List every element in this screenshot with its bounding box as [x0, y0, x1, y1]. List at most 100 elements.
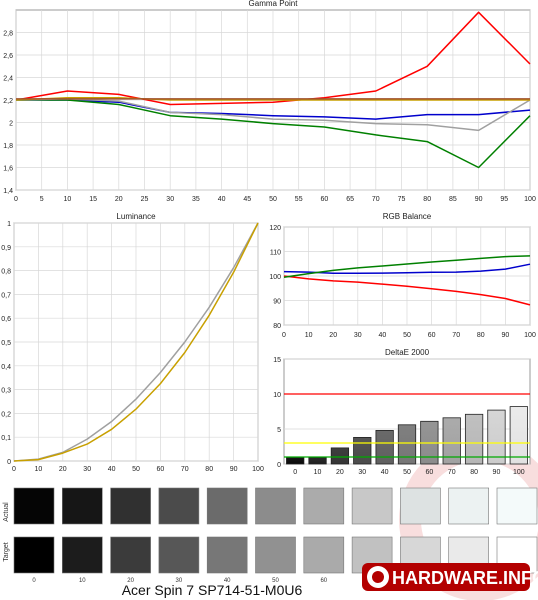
x-tick-label: 0 — [282, 332, 286, 339]
swatch-step-label: 10 — [79, 578, 86, 584]
series-line — [16, 99, 531, 120]
x-tick-label: 30 — [358, 469, 366, 476]
chart-title: Gamma Point — [249, 0, 299, 8]
actual-swatch — [400, 487, 441, 525]
target-swatch — [206, 536, 248, 574]
x-tick-label: 75 — [398, 196, 406, 203]
x-tick-label: 40 — [381, 469, 389, 476]
y-tick-label: 15 — [273, 357, 281, 364]
target-swatch — [110, 536, 151, 574]
x-tick-label: 15 — [89, 196, 97, 203]
target-swatch — [61, 536, 103, 574]
swatch-step-labels: 0 10 20 30 40 50 60 — [32, 578, 327, 584]
x-tick-label: 90 — [502, 332, 510, 339]
series-line — [16, 99, 531, 169]
bar — [286, 457, 305, 465]
x-tick-label: 10 — [305, 332, 313, 339]
y-tick-label: 1 — [7, 221, 11, 228]
y-tick-label: 2 — [9, 121, 13, 128]
x-tick-label: 50 — [269, 196, 277, 203]
y-tick-label: 1,6 — [3, 166, 13, 173]
swatch-step-label: 20 — [127, 578, 134, 584]
x-tick-label: 30 — [354, 332, 362, 339]
x-tick-label: 80 — [205, 466, 213, 473]
actual-swatch — [158, 487, 200, 525]
series-line — [15, 96, 530, 101]
y-tick-label: 0,6 — [1, 316, 11, 323]
x-tick-label: 20 — [329, 332, 337, 339]
x-tick-label: 40 — [108, 466, 116, 473]
deltae-chart: DeltaE 2000 0 5 10 15 0 10 20 30 40 50 60 70 80 90 100 — [273, 348, 531, 476]
y-tick-label: 100 — [269, 274, 281, 281]
swatch-step-label: 50 — [272, 578, 279, 584]
x-tick-label: 20 — [115, 196, 123, 203]
y-tick-label: 0 — [277, 462, 281, 469]
x-tick-label: 90 — [493, 469, 501, 476]
x-tick-label: 5 — [40, 196, 44, 203]
x-tick-label: 25 — [141, 196, 149, 203]
y-tick-label: 0,5 — [1, 340, 11, 347]
x-tick-label: 20 — [336, 469, 344, 476]
x-tick-label: 100 — [513, 469, 525, 476]
rgb-balance-chart: RGB Balance 80 90 100 110 120 0 10 20 30 40 50 60 70 8… — [269, 212, 536, 339]
gamma-point-chart: Gamma Point 1,4 1,6 1,8 2 2,2 2,4 2,6 2,8 0 5 10 15 2… — [3, 0, 536, 203]
brand-badge: HARDWARE.INFO — [362, 563, 538, 591]
series-line — [283, 263, 531, 275]
y-tick-label: 110 — [270, 250, 281, 257]
y-tick-label: 0,4 — [1, 364, 11, 371]
actual-row-label: Actual — [3, 502, 10, 522]
swatch-step-label: 60 — [320, 578, 327, 584]
y-tick-label: 0,9 — [1, 245, 11, 252]
y-tick-label: 90 — [273, 299, 281, 306]
x-tick-label: 70 — [452, 332, 460, 339]
y-tick-label: 80 — [273, 323, 281, 330]
brand-text: HARDWARE.INFO — [392, 568, 538, 588]
chart-title: DeltaE 2000 — [385, 348, 430, 357]
y-tick-label: 0,2 — [1, 411, 11, 418]
bar — [397, 424, 417, 465]
series-line — [13, 222, 259, 462]
y-tick-label: 5 — [277, 427, 281, 434]
x-tick-label: 10 — [64, 196, 72, 203]
x-tick-label: 95 — [500, 196, 508, 203]
series-line — [15, 98, 531, 132]
actual-swatch — [13, 487, 55, 525]
x-tick-label: 10 — [35, 466, 43, 473]
x-tick-label: 60 — [157, 466, 165, 473]
x-tick-label: 100 — [524, 332, 536, 339]
x-tick-label: 65 — [346, 196, 354, 203]
series-line — [283, 255, 531, 278]
actual-swatch — [448, 487, 490, 525]
x-tick-label: 60 — [425, 469, 433, 476]
y-tick-label: 0,7 — [1, 292, 11, 299]
swatch-step-label: 0 — [32, 578, 36, 584]
chart-title: Luminance — [116, 212, 156, 221]
y-tick-label: 120 — [269, 225, 281, 232]
grayscale-swatches — [13, 487, 538, 574]
target-swatch — [13, 536, 55, 574]
x-tick-label: 30 — [83, 466, 91, 473]
actual-swatch — [496, 487, 538, 525]
x-tick-label: 20 — [59, 466, 67, 473]
x-tick-label: 55 — [295, 196, 303, 203]
swatch-step-label: 40 — [224, 578, 231, 584]
bar — [442, 417, 461, 465]
y-tick-label: 0 — [7, 459, 11, 466]
x-tick-label: 40 — [379, 332, 387, 339]
bar — [353, 436, 372, 465]
bar — [330, 447, 350, 465]
x-tick-label: 70 — [448, 469, 456, 476]
actual-swatch — [255, 487, 296, 525]
y-tick-label: 2,8 — [3, 31, 13, 38]
bar — [375, 429, 394, 465]
x-tick-label: 0 — [14, 196, 18, 203]
actual-swatch — [206, 487, 248, 525]
x-tick-label: 45 — [243, 196, 251, 203]
y-tick-label: 1,8 — [3, 143, 13, 150]
x-tick-label: 90 — [475, 196, 483, 203]
bar — [509, 406, 528, 465]
x-tick-label: 35 — [192, 196, 200, 203]
bar — [308, 457, 327, 465]
y-tick-label: 1,4 — [3, 188, 13, 195]
